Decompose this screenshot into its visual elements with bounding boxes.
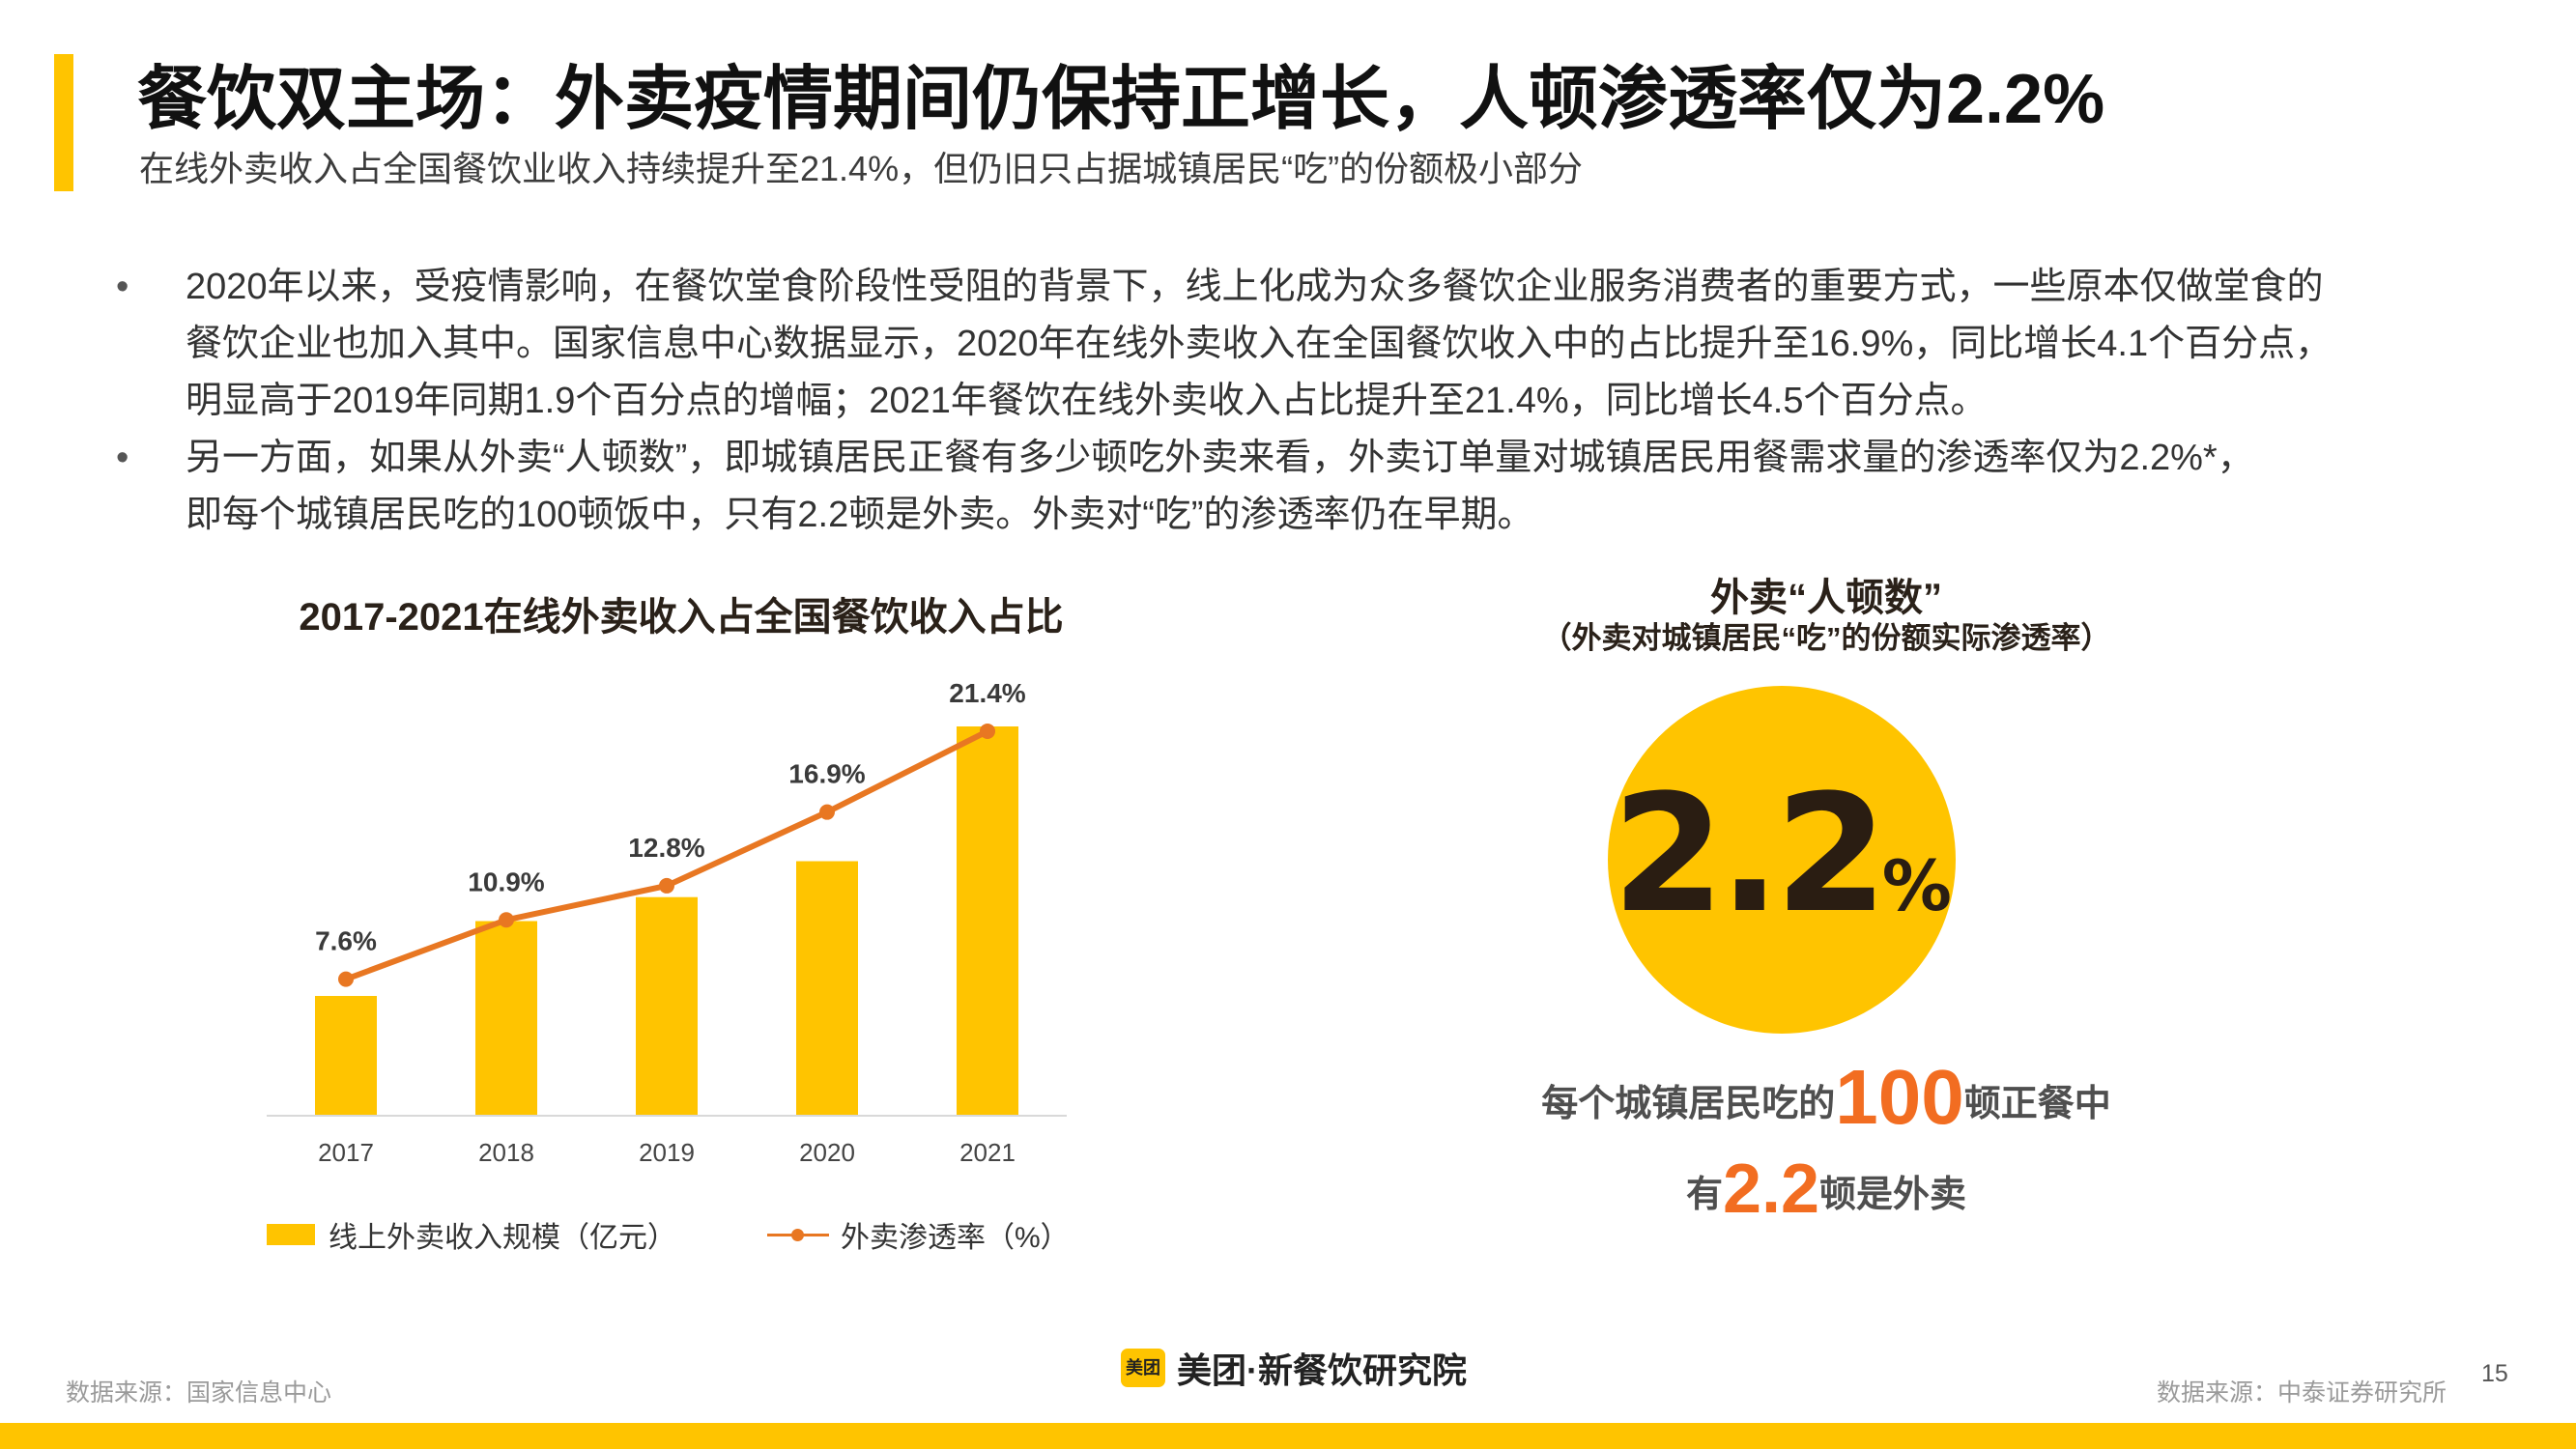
- bullet-text-line: 餐饮企业也加入其中。国家信息中心数据显示，2020年在线外卖收入在全国餐饮收入中…: [186, 324, 2333, 364]
- bullet-marker: •: [116, 438, 129, 478]
- bottom-accent-band: [0, 1423, 2576, 1449]
- title-accent-bar: [54, 54, 73, 191]
- highlight-caption-2: 有2.2顿是外卖: [1391, 1150, 2261, 1229]
- caption-highlight-number: 2.2: [1722, 1151, 1820, 1228]
- highlight-number: 2.2: [1612, 759, 1888, 949]
- highlight-value: 2.2%: [1608, 767, 1956, 973]
- meituan-logo-icon: 美团: [1121, 1349, 1165, 1387]
- legend-bar-swatch: [267, 1224, 315, 1245]
- chart-legend: 线上外卖收入规模（亿元） 外卖渗透率（%）: [267, 1212, 1070, 1257]
- x-tick-label: 2020: [799, 1138, 855, 1167]
- legend-line-swatch: [767, 1224, 829, 1245]
- caption-text: 有: [1685, 1175, 1723, 1215]
- chart-title: 2017-2021在线外卖收入占全国餐饮收入占比: [299, 596, 1064, 639]
- x-tick-label: 2017: [318, 1138, 374, 1167]
- page-number: 15: [2481, 1360, 2508, 1387]
- bullet-text-line: 2020年以来，受疫情影响，在餐饮堂食阶段性受阻的背景下，线上化成为众多餐饮企业…: [186, 267, 2324, 307]
- line-point: [819, 804, 835, 820]
- x-tick-label: 2019: [639, 1138, 695, 1167]
- bar-2020: [796, 861, 858, 1116]
- caption-text: 顿是外卖: [1819, 1175, 1967, 1215]
- brand-logo: 美团 美团·新餐饮研究院: [1121, 1343, 1467, 1393]
- data-label: 10.9%: [468, 867, 544, 896]
- highlight-caption-1: 每个城镇居民吃的100顿正餐中: [1391, 1053, 2261, 1142]
- caption-highlight-number: 100: [1835, 1054, 1964, 1140]
- line-point: [499, 912, 514, 928]
- x-tick-label: 2021: [959, 1138, 1016, 1167]
- bullet-marker: •: [116, 267, 129, 307]
- highlight-unit: %: [1881, 845, 1952, 926]
- line-point: [659, 877, 674, 894]
- caption-text: 每个城镇居民吃的: [1541, 1084, 1836, 1124]
- bar-2017: [315, 996, 377, 1116]
- data-label: 7.6%: [315, 926, 377, 956]
- caption-text: 顿正餐中: [1963, 1084, 2111, 1124]
- data-label: 16.9%: [788, 759, 865, 789]
- page-title: 餐饮双主场：外卖疫情期间仍保持正增长，人顿渗透率仅为2.2%: [137, 61, 2105, 138]
- bullet-text-line: 即每个城镇居民吃的100顿饭中，只有2.2顿是外卖。外卖对“吃”的渗透率仍在早期…: [186, 495, 1534, 535]
- combo-chart: 2017 2018 2019 2020 2021 7.6% 10.9% 12.8% 16.9% 2…: [267, 678, 1067, 1167]
- bar-2019: [636, 896, 698, 1116]
- highlight-subtitle: （外卖对城镇居民“吃”的份额实际渗透率）: [1541, 621, 2111, 655]
- source-note-right: 数据来源：中泰证券研究所: [2157, 1379, 2447, 1406]
- bar-2021: [957, 726, 1018, 1116]
- line-point: [338, 971, 354, 987]
- bar-2018: [475, 921, 537, 1116]
- bullet-item: • 另一方面，如果从外卖“人顿数”，即城镇居民正餐有多少顿吃外卖来看，外卖订单量…: [116, 430, 2454, 544]
- line-point: [980, 723, 995, 739]
- source-note-left: 数据来源：国家信息中心: [66, 1379, 332, 1406]
- legend-bar-label: 线上外卖收入规模（亿元）: [329, 1222, 676, 1254]
- bullet-item: • 2020年以来，受疫情影响，在餐饮堂食阶段性受阻的背景下，线上化成为众多餐饮…: [116, 259, 2454, 430]
- highlight-circle: 2.2%: [1608, 686, 1956, 1034]
- highlight-title: 外卖“人顿数”: [1710, 577, 1942, 619]
- bullet-text-line: 明显高于2019年同期1.9个百分点的增幅；2021年餐饮在线外卖收入占比提升至…: [186, 381, 1988, 421]
- page-subtitle: 在线外卖收入占全国餐饮业收入持续提升至21.4%，但仍旧只占据城镇居民“吃”的份…: [139, 149, 1584, 188]
- data-label: 21.4%: [949, 678, 1025, 708]
- legend-line-label: 外卖渗透率（%）: [841, 1222, 1070, 1254]
- bullet-list: • 2020年以来，受疫情影响，在餐饮堂食阶段性受阻的背景下，线上化成为众多餐饮…: [116, 259, 2454, 544]
- logo-text: 美团·新餐饮研究院: [1177, 1350, 1467, 1390]
- x-tick-label: 2018: [478, 1138, 534, 1167]
- data-label: 12.8%: [628, 833, 704, 863]
- bullet-text-line: 另一方面，如果从外卖“人顿数”，即城镇居民正餐有多少顿吃外卖来看，外卖订单量对城…: [186, 438, 2254, 478]
